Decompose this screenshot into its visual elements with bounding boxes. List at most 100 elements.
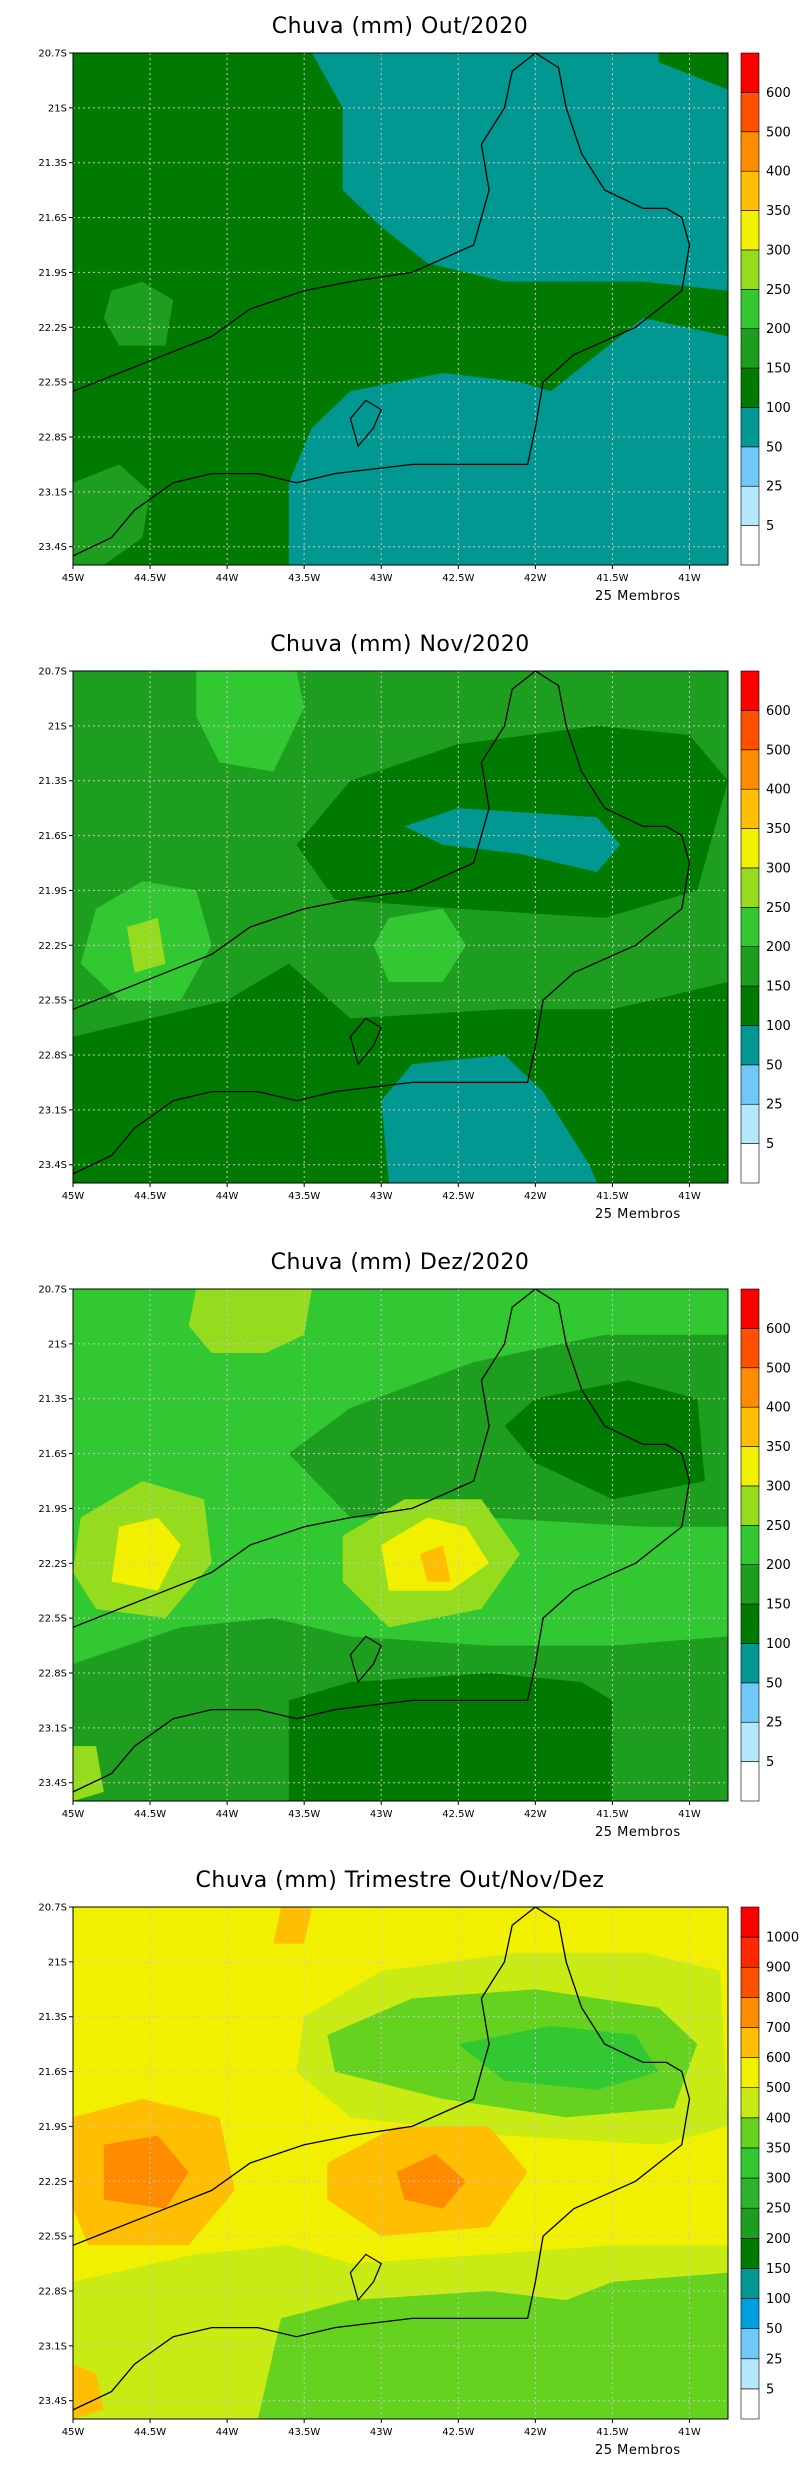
y-tick-label: 23.4S — [38, 1778, 67, 1789]
y-tick-label: 21.9S — [38, 2122, 67, 2133]
colorbar-label: 25 — [766, 1098, 783, 1113]
colorbar-label: 300 — [766, 861, 791, 876]
colorbar-label: 500 — [766, 1361, 791, 1376]
colorbar-swatch — [740, 749, 760, 790]
x-tick-label: 42W — [524, 2427, 547, 2438]
x-tick-label: 41W — [678, 573, 701, 584]
colorbar-label: 25 — [766, 2352, 783, 2367]
y-tick-label: 21.3S — [38, 2012, 67, 2023]
x-tick-label: 44W — [216, 1809, 239, 1820]
colorbar-label: 250 — [766, 1519, 791, 1534]
y-tick-label: 22.8S — [38, 2287, 67, 2298]
y-tick-label: 23.1S — [38, 1723, 67, 1734]
bay-outline — [349, 1017, 382, 1066]
colorbar-swatch — [740, 485, 760, 526]
contour-fill — [396, 2153, 466, 2209]
contour-fill — [73, 1746, 104, 1801]
contour-fill — [126, 917, 166, 973]
colorbar-label: 600 — [766, 86, 791, 101]
colorbar-swatch — [740, 907, 760, 947]
colorbar-swatch — [740, 1406, 760, 1447]
x-tick-label: 43.5W — [288, 573, 320, 584]
colorbar-swatch — [740, 1367, 760, 1408]
colorbar-swatch — [740, 1103, 760, 1144]
contour-fill — [504, 1380, 705, 1500]
colorbar-label: 50 — [766, 2322, 783, 2337]
colorbar-swatch — [740, 985, 760, 1026]
colorbar-swatch — [740, 2117, 760, 2149]
colorbar-label: 600 — [766, 704, 791, 719]
colorbar-swatch — [740, 1064, 760, 1105]
y-tick-label: 20.7S — [38, 49, 67, 60]
colorbar-swatch — [740, 92, 760, 133]
x-tick-label: 44W — [216, 2427, 239, 2438]
y-tick-label: 21.6S — [38, 1449, 67, 1460]
contour-fill — [404, 808, 621, 873]
colorbar-label: 1000 — [766, 1931, 799, 1946]
x-tick-label: 41W — [678, 1191, 701, 1202]
colorbar-swatch — [740, 788, 760, 829]
contour-fill — [73, 464, 151, 565]
colorbar-swatch — [740, 1525, 760, 1565]
x-tick-label: 41.5W — [596, 1809, 628, 1820]
colorbar-swatch — [740, 1643, 760, 1684]
map-figure: 20.7S 21S 21.3S 21.6S 21.9S 22.2S 22.5S 22.8S 23… — [38, 667, 791, 1203]
contour-fill — [458, 2025, 659, 2090]
contour-fill — [288, 318, 728, 565]
colorbar-swatch — [740, 2147, 760, 2179]
colorbar-label: 600 — [766, 1322, 791, 1337]
y-tick-label: 22.8S — [38, 433, 67, 444]
x-tick-label: 43W — [370, 573, 393, 584]
colorbar-swatch — [740, 407, 760, 448]
state-border — [73, 1907, 691, 2411]
colorbar-label: 400 — [766, 165, 791, 180]
y-tick-label: 22.2S — [38, 1559, 67, 1570]
x-tick-label: 41.5W — [596, 573, 628, 584]
y-tick-label: 22.5S — [38, 378, 67, 389]
colorbar-label: 250 — [766, 901, 791, 916]
colorbar-label: 400 — [766, 783, 791, 798]
colorbar-label: 600 — [766, 2051, 791, 2066]
gridlines — [73, 1289, 728, 1801]
x-tick-label: 42.5W — [442, 2427, 474, 2438]
colorbar-swatch — [740, 946, 760, 987]
y-tick-label: 21.9S — [38, 268, 67, 279]
colorbar-swatch — [740, 2268, 760, 2299]
colorbar-swatch — [740, 710, 760, 751]
colorbar-swatch — [740, 2207, 760, 2239]
colorbar-swatch — [740, 867, 760, 908]
x-tick-label: 43.5W — [288, 1191, 320, 1202]
gridlines — [73, 671, 728, 1183]
y-tick-label: 20.7S — [38, 667, 67, 678]
x-tick-label: 44W — [216, 573, 239, 584]
colorbar-swatch — [740, 2177, 760, 2209]
y-tick-label: 21S — [48, 721, 67, 732]
panel-title: Chuva (mm) Dez/2020 — [270, 1250, 530, 1275]
bay-outline — [349, 399, 382, 448]
colorbar-label: 25 — [766, 1716, 783, 1731]
colorbar-swatch — [740, 328, 760, 369]
colorbar-label: 100 — [766, 1019, 791, 1034]
colorbar-swatch — [740, 1564, 760, 1605]
contour-layer — [73, 1289, 728, 1801]
colorbar-swatch — [740, 2388, 760, 2420]
colorbar-swatch — [740, 2358, 760, 2390]
y-tick-label: 21.6S — [38, 213, 67, 224]
x-tick-label: 43.5W — [288, 2427, 320, 2438]
y-tick-label: 21S — [48, 103, 67, 114]
colorbar-label: 350 — [766, 204, 791, 219]
x-tick-label: 45W — [62, 2427, 85, 2438]
x-tick-label: 42W — [524, 1191, 547, 1202]
x-tick-label: 42.5W — [442, 573, 474, 584]
colorbar-label: 5 — [766, 1755, 774, 1770]
x-tick-label: 41.5W — [596, 2427, 628, 2438]
x-tick-label: 44.5W — [134, 2427, 166, 2438]
contour-layer — [73, 53, 728, 565]
members-label: 25 Membros — [595, 589, 681, 604]
x-tick-label: 43W — [370, 1809, 393, 1820]
map-panel-out: Chuva (mm) Out/2020 20.7S 21S 21.3S 21.6S 21… — [0, 0, 800, 618]
colorbar-swatch — [740, 2027, 760, 2058]
colorbar-swatch — [740, 1761, 760, 1802]
colorbar-label: 5 — [766, 2382, 774, 2397]
colorbar-label: 500 — [766, 2081, 791, 2096]
